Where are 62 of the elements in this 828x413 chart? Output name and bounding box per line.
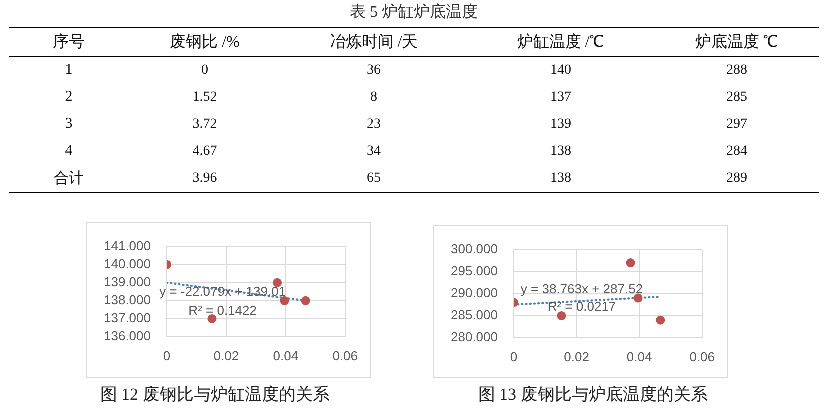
x-tick-label: 0.06	[332, 348, 358, 364]
x-tick-label: 0.04	[626, 349, 652, 364]
x-tick-label: 0.02	[564, 349, 590, 364]
point	[208, 314, 217, 324]
data-label: 8	[370, 90, 378, 104]
x-tick-label: 0	[163, 348, 171, 364]
data-label: 1.52	[192, 90, 218, 104]
y-tick-label: 4	[64, 142, 74, 161]
y-tick-label: 295.000	[451, 263, 498, 278]
data-label: 137	[550, 90, 572, 104]
text: 图 13 废钢比与炉底温度的关系	[478, 385, 708, 405]
y-tick-label: 3	[64, 115, 74, 134]
data-label: 0	[202, 62, 208, 78]
x-tick-label: 冶炼时间 /天	[281, 28, 467, 56]
text: 图 12 废钢比与炉缸温度的关系	[100, 385, 330, 405]
point	[557, 311, 566, 320]
x-tick-label: 0.04	[273, 348, 299, 364]
y-tick-label: 2	[64, 88, 74, 107]
data-label: 138	[550, 144, 572, 158]
y-axis-title: 序号	[9, 28, 129, 56]
point	[280, 296, 290, 306]
x-tick-label: 0.06	[690, 349, 716, 364]
y-tick-label: 1	[64, 61, 74, 80]
y-tick-label: 138.000	[104, 292, 151, 308]
data-label: 36	[367, 62, 381, 78]
x-tick-label: 0.02	[214, 348, 240, 364]
y-tick-label: 280.000	[451, 330, 498, 345]
annotation: R² = 0.1422	[188, 302, 257, 318]
point	[626, 258, 636, 268]
data-label: 139	[550, 116, 572, 132]
data-label: 23	[367, 116, 381, 132]
data-label: 289	[726, 170, 748, 186]
x-tick-label: 废钢比 /%	[129, 28, 281, 56]
point	[656, 316, 666, 325]
data-label: 65	[367, 170, 381, 186]
data-label: 284	[726, 144, 748, 158]
data-label: 3.96	[192, 170, 218, 186]
y-tick-label: 137.000	[104, 310, 151, 326]
data-label: 34	[367, 144, 381, 158]
y-tick-label: 139.000	[104, 274, 151, 290]
data-label: 4.67	[192, 144, 218, 158]
data-label: 3.72	[192, 116, 218, 132]
annotation: R² = 0.0217	[548, 298, 616, 314]
y-tick-label: 合计	[53, 170, 85, 189]
y-tick-label: 136.000	[104, 328, 151, 344]
point	[634, 294, 643, 303]
data-label: 297	[726, 116, 748, 132]
point	[301, 296, 310, 306]
y-tick-label: 290.000	[451, 285, 498, 300]
y-tick-label: 140.000	[104, 256, 151, 272]
x-tick-label: 炉缸温度 /℃	[467, 28, 655, 56]
data-label: 138	[550, 170, 572, 186]
x-tick-label: 0	[510, 349, 518, 364]
data-label: 285	[726, 90, 748, 104]
y-tick-label: 285.000	[451, 308, 498, 323]
x-tick-label: 炉底温度 ℃	[655, 28, 819, 56]
y-tick-label: 300.000	[451, 241, 498, 256]
y-tick-label: 141.000	[104, 238, 151, 254]
annotation: y = 38.763x + 287.52	[520, 281, 644, 296]
data-label: 140	[550, 62, 572, 78]
chart-title: 表 5 炉缸炉底温度	[349, 3, 479, 23]
data-label: 288	[726, 62, 748, 78]
